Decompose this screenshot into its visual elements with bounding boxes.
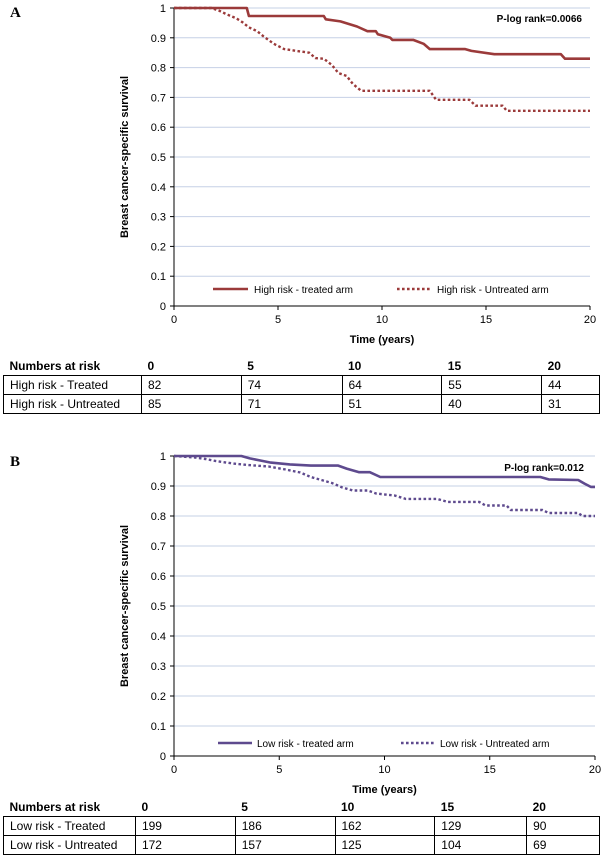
risk-header-time: 15	[447, 359, 462, 373]
x-tick-label: 0	[171, 314, 177, 326]
x-tick-label: 10	[378, 764, 390, 776]
y-tick-label: 0.9	[151, 481, 166, 493]
y-tick-label: 0.1	[151, 721, 166, 733]
risk-cell: 104	[434, 835, 528, 855]
y-tick-label: 0.1	[151, 271, 166, 283]
series-line-untreated	[173, 454, 595, 518]
legend-label: Low risk - Untreated arm	[440, 739, 549, 750]
table-row: Low risk - Untreated 172 157 125 104 69	[3, 835, 600, 855]
risk-cell: 85	[140, 394, 242, 414]
risk-header-time: 10	[341, 800, 355, 814]
y-tick-label: 0.3	[151, 661, 166, 673]
table-row: Low risk - Treated 199 186 162 129 90	[3, 816, 600, 836]
risk-table-high: Numbers at risk 0 5 10 15 20 High risk -…	[3, 357, 600, 414]
risk-header-time: 5	[247, 359, 254, 373]
risk-header-time: 0	[147, 359, 155, 373]
y-tick-label: 0	[160, 301, 166, 313]
x-tick-label: 20	[584, 314, 596, 326]
y-axis-title: Breast cancer-specific survival	[119, 525, 131, 687]
y-tick-label: 1	[160, 451, 166, 463]
risk-cell: 157	[234, 835, 336, 855]
x-tick-label: 15	[484, 764, 496, 776]
y-tick-label: 0.6	[151, 571, 166, 583]
risk-header-time: 20	[532, 800, 546, 814]
risk-cell: 69	[526, 835, 600, 855]
table-row: High risk - Treated 82 74 64 55 44	[3, 375, 600, 395]
risk-row-label: Low risk - Untreated	[3, 835, 136, 855]
panel-label: A	[10, 5, 21, 21]
legend-label: Low risk - treated arm	[257, 739, 354, 750]
risk-cell: 186	[234, 816, 336, 836]
risk-row-label: Low risk - Treated	[3, 816, 136, 836]
y-tick-label: 0.6	[151, 122, 166, 134]
y-tick-label: 0.2	[151, 691, 166, 703]
y-tick-label: 0	[160, 751, 166, 763]
risk-cell: 51	[341, 394, 443, 414]
legend-label: High risk - Untreated arm	[437, 285, 549, 296]
x-axis-title: Time (years)	[350, 334, 415, 346]
series-line-untreated	[174, 6, 590, 113]
chart-panel-a: A00.10.20.30.40.50.60.70.80.910 5 10 15 20Ti…	[10, 3, 596, 346]
risk-cell: 44	[541, 375, 600, 395]
risk-table-header: Numbers at risk 0 5 10 15 20	[4, 357, 600, 376]
risk-cell: 199	[134, 816, 236, 836]
risk-header-title: Numbers at risk	[9, 800, 101, 814]
y-tick-label: 0.5	[151, 601, 166, 613]
y-tick-label: 0.7	[151, 92, 166, 104]
risk-cell: 31	[541, 394, 600, 414]
risk-row-label: High risk - Treated	[3, 375, 142, 395]
y-tick-label: 0.7	[151, 541, 166, 553]
risk-header-title: Numbers at risk	[9, 359, 101, 373]
risk-header-time: 15	[440, 800, 455, 814]
x-tick-label: 10	[376, 314, 388, 326]
y-tick-label: 0.2	[151, 241, 166, 253]
risk-cell: 90	[526, 816, 600, 836]
risk-table-low: Numbers at risk 0 5 10 15 20 Low risk - …	[3, 798, 600, 855]
panel-label: B	[10, 454, 20, 470]
legend-label: High risk - treated arm	[254, 285, 353, 296]
risk-cell: 162	[334, 816, 436, 836]
risk-cell: 40	[441, 394, 543, 414]
x-tick-label: 15	[480, 314, 492, 326]
y-tick-label: 0.4	[151, 182, 166, 194]
y-tick-label: 1	[160, 3, 166, 15]
x-tick-label: 5	[276, 764, 282, 776]
risk-header-time: 10	[348, 359, 362, 373]
x-axis-title: Time (years)	[352, 784, 417, 796]
risk-cell: 71	[240, 394, 343, 414]
risk-header-time: 20	[547, 359, 561, 373]
y-tick-label: 0.9	[151, 33, 166, 45]
y-tick-label: 0.5	[151, 152, 166, 164]
risk-cell: 55	[441, 375, 543, 395]
y-tick-label: 0.8	[151, 63, 166, 75]
y-tick-label: 0.3	[151, 212, 166, 224]
p-value-annotation: P-log rank=0.0066	[497, 14, 583, 25]
p-value-annotation: P-log rank=0.012	[504, 463, 584, 474]
y-axis-title: Breast cancer-specific survival	[119, 76, 131, 238]
risk-row-label: High risk - Untreated	[3, 394, 142, 414]
risk-cell: 172	[134, 835, 236, 855]
x-tick-label: 0	[171, 764, 177, 776]
risk-header-time: 0	[141, 800, 149, 814]
y-tick-label: 0.8	[151, 511, 166, 523]
risk-cell: 125	[334, 835, 436, 855]
risk-cell: 82	[140, 375, 242, 395]
risk-cell: 64	[341, 375, 443, 395]
risk-table-header: Numbers at risk 0 5 10 15 20	[4, 798, 600, 817]
x-tick-label: 20	[589, 764, 601, 776]
chart-panel-b: B00.10.20.30.40.50.60.70.80.910 5 10 15 20Ti…	[10, 451, 601, 796]
series-line-treated	[174, 454, 595, 489]
risk-cell: 74	[240, 375, 343, 395]
risk-cell: 129	[434, 816, 528, 836]
y-tick-label: 0.4	[151, 631, 166, 643]
series-line-treated	[174, 6, 590, 61]
table-row: High risk - Untreated 85 71 51 40 31	[3, 394, 600, 414]
risk-header-time: 5	[241, 800, 248, 814]
x-tick-label: 5	[275, 314, 281, 326]
